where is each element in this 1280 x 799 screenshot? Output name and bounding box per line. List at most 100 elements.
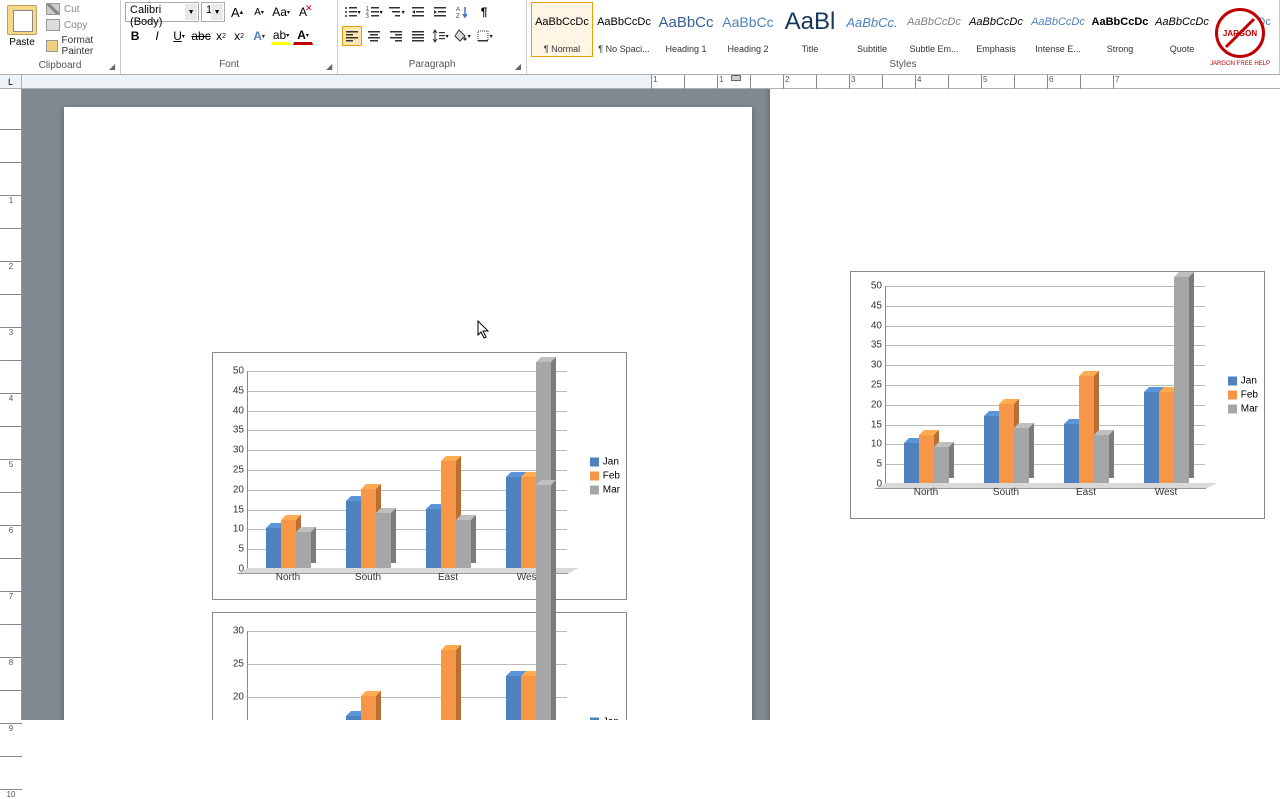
bar[interactable] — [1014, 428, 1029, 483]
svg-text:3: 3 — [366, 14, 369, 19]
style-item[interactable]: AaBbCcDcStrong — [1089, 2, 1151, 57]
bar[interactable] — [904, 443, 919, 483]
bar[interactable] — [346, 716, 361, 720]
legend-item[interactable]: Feb — [1228, 390, 1258, 401]
style-item[interactable]: AaBbCcDcIntense E... — [1027, 2, 1089, 57]
bold-button[interactable]: B — [125, 26, 145, 46]
bar[interactable] — [296, 532, 311, 568]
style-item[interactable]: AaBbCcHeading 2 — [717, 2, 779, 57]
sort-button[interactable]: AZ — [452, 2, 472, 22]
line-spacing-button[interactable]: ▾ — [430, 26, 450, 46]
bar[interactable] — [456, 520, 471, 568]
styles-gallery[interactable]: AaBbCcDc¶ NormalAaBbCcDc¶ No Spaci...AaB… — [531, 2, 1275, 57]
increase-indent-button[interactable] — [430, 2, 450, 22]
font-name-combo[interactable]: Calibri (Body)▼ — [125, 2, 199, 22]
legend-item[interactable]: Feb — [590, 471, 620, 482]
tab-selector[interactable]: L — [0, 75, 22, 88]
page-1[interactable]: 05101520253035404550NorthSouthEastWestJa… — [64, 107, 752, 720]
styles-group: AaBbCcDc¶ NormalAaBbCcDc¶ No Spaci...AaB… — [527, 0, 1280, 74]
underline-button[interactable]: U▾ — [169, 26, 189, 46]
borders-button[interactable]: ▾ — [474, 26, 494, 46]
bar[interactable] — [919, 435, 934, 483]
bar[interactable] — [999, 404, 1014, 483]
paragraph-launcher[interactable]: ◢ — [512, 60, 524, 72]
numbering-button[interactable]: 123▾ — [364, 2, 384, 22]
bar[interactable] — [1079, 376, 1094, 483]
align-left-button[interactable] — [342, 26, 362, 46]
bar[interactable] — [506, 477, 521, 568]
bar[interactable] — [361, 489, 376, 568]
bar[interactable] — [984, 416, 999, 483]
copy-icon — [46, 19, 60, 31]
bar[interactable] — [441, 461, 456, 568]
italic-button[interactable]: I — [147, 26, 167, 46]
style-item[interactable]: AaBbCcDcEmphasis — [965, 2, 1027, 57]
copy-button[interactable]: Copy — [44, 18, 116, 32]
style-item[interactable]: AaBbCc.Subtitle — [841, 2, 903, 57]
style-item[interactable]: AaBlTitle — [779, 2, 841, 57]
bar[interactable] — [934, 447, 949, 483]
chart-1[interactable]: 05101520253035404550NorthSouthEastWestJa… — [212, 352, 627, 600]
bar[interactable] — [281, 520, 296, 568]
bar[interactable] — [376, 513, 391, 568]
superscript-button[interactable]: x2 — [231, 26, 247, 46]
clipboard-launcher[interactable]: ◢ — [106, 60, 118, 72]
justify-button[interactable] — [408, 26, 428, 46]
text-effects-button[interactable]: A▾ — [249, 26, 269, 46]
style-item[interactable]: AaBbCcDc¶ Normal — [531, 2, 593, 57]
mouse-cursor — [477, 320, 491, 340]
strike-button[interactable]: abc — [191, 26, 211, 46]
clipboard-label: Clipboard — [4, 58, 116, 73]
font-launcher[interactable]: ◢ — [323, 60, 335, 72]
legend-item[interactable]: Jan — [590, 457, 620, 468]
bar[interactable] — [266, 528, 281, 568]
bar[interactable] — [1174, 277, 1189, 483]
bar[interactable] — [441, 650, 456, 720]
bar[interactable] — [1064, 424, 1079, 483]
bar[interactable] — [506, 676, 521, 720]
bar[interactable] — [521, 676, 536, 720]
subscript-button[interactable]: x2 — [213, 26, 229, 46]
style-item[interactable]: AaBbCcDcQuote — [1151, 2, 1213, 57]
style-item[interactable]: AaBbCcDc¶ No Spaci... — [593, 2, 655, 57]
font-group: Calibri (Body)▼ 11▼ A▴ A▾ Aa▾ A✕ B I U▾ … — [121, 0, 338, 74]
help-badge[interactable]: JARGON JARGON FREE HELP — [1215, 8, 1265, 58]
chart-3[interactable]: 05101520253035404550NorthSouthEastWestJa… — [850, 271, 1265, 519]
change-case-button[interactable]: Aa▾ — [271, 2, 291, 22]
bar[interactable] — [1159, 392, 1174, 483]
show-marks-button[interactable]: ¶ — [474, 2, 494, 22]
grow-font-button[interactable]: A▴ — [227, 2, 247, 22]
shrink-font-button[interactable]: A▾ — [249, 2, 269, 22]
style-item[interactable]: AaBbCcDcSubtle Em... — [903, 2, 965, 57]
horizontal-ruler[interactable]: 11234567 — [651, 75, 1280, 88]
bar[interactable] — [536, 485, 551, 720]
decrease-indent-button[interactable] — [408, 2, 428, 22]
font-color-button[interactable]: A▾ — [293, 28, 313, 45]
style-item[interactable]: AaBbCcHeading 1 — [655, 2, 717, 57]
shading-button[interactable]: ▾ — [452, 26, 472, 46]
svg-text:Z: Z — [456, 14, 460, 19]
legend-item[interactable]: Mar — [1228, 404, 1258, 415]
bullets-button[interactable]: ▾ — [342, 2, 362, 22]
font-size-combo[interactable]: 11▼ — [201, 2, 225, 22]
paste-button[interactable]: Paste — [4, 2, 40, 51]
highlight-button[interactable]: ab▾ — [271, 28, 291, 45]
bar[interactable] — [1094, 435, 1109, 483]
legend-item[interactable]: Mar — [590, 485, 620, 496]
bar[interactable] — [426, 509, 441, 568]
cut-button[interactable]: Cut — [44, 2, 116, 16]
align-right-button[interactable] — [386, 26, 406, 46]
legend-item[interactable]: Jan — [1228, 376, 1258, 387]
page-2[interactable]: 05101520253035404550NorthSouthEastWestJa… — [770, 89, 1280, 720]
bar[interactable] — [521, 477, 536, 568]
chart-2[interactable]: 051015202530NorthSouthEastWestJanFebMar — [212, 612, 627, 720]
legend-item[interactable]: Jan — [590, 717, 620, 721]
bar[interactable] — [346, 501, 361, 568]
multilevel-button[interactable]: ▾ — [386, 2, 406, 22]
bar[interactable] — [361, 696, 376, 720]
vertical-ruler[interactable]: 12345678910 — [0, 89, 22, 720]
align-center-button[interactable] — [364, 26, 384, 46]
clear-format-button[interactable]: A✕ — [293, 2, 313, 22]
bar[interactable] — [1144, 392, 1159, 483]
format-painter-button[interactable]: Format Painter — [44, 34, 116, 58]
